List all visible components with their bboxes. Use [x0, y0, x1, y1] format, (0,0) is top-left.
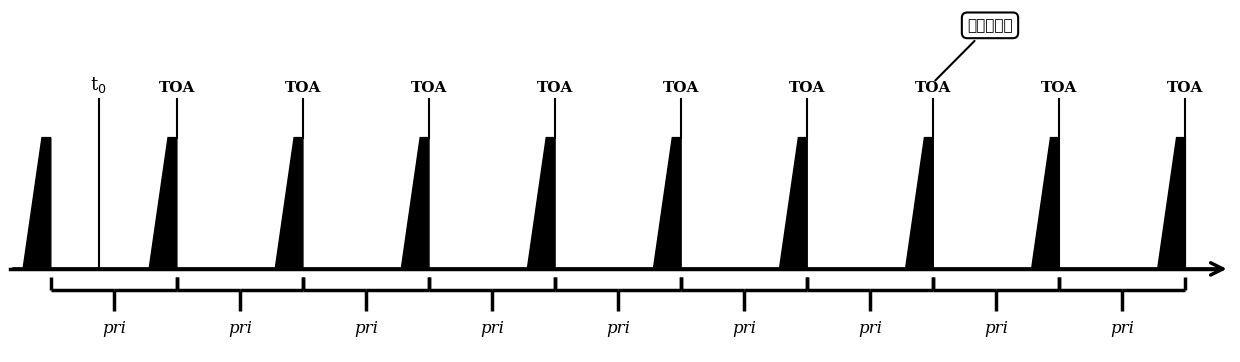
Text: TOA: TOA [1167, 81, 1204, 95]
Text: TOA: TOA [789, 81, 826, 95]
Text: TOA: TOA [285, 81, 321, 95]
Text: TOA: TOA [1042, 81, 1078, 95]
Polygon shape [1158, 138, 1185, 269]
Polygon shape [24, 138, 51, 269]
Polygon shape [149, 138, 177, 269]
Polygon shape [527, 138, 556, 269]
Text: pri: pri [606, 320, 630, 337]
Text: pri: pri [732, 320, 756, 337]
Text: pri: pri [858, 320, 882, 337]
Polygon shape [780, 138, 807, 269]
Polygon shape [653, 138, 681, 269]
Text: pri: pri [228, 320, 252, 337]
Text: TOA: TOA [159, 81, 195, 95]
Text: t$_0$: t$_0$ [91, 75, 107, 95]
Polygon shape [275, 138, 303, 269]
Text: pri: pri [1110, 320, 1135, 337]
Text: TOA: TOA [410, 81, 448, 95]
Text: 测到的脉冲: 测到的脉冲 [935, 18, 1013, 81]
Text: TOA: TOA [537, 81, 573, 95]
Text: pri: pri [353, 320, 378, 337]
Polygon shape [1032, 138, 1059, 269]
Polygon shape [402, 138, 429, 269]
Text: TOA: TOA [915, 81, 951, 95]
Text: pri: pri [480, 320, 503, 337]
Polygon shape [905, 138, 934, 269]
Text: pri: pri [102, 320, 125, 337]
Text: pri: pri [985, 320, 1008, 337]
Text: TOA: TOA [663, 81, 699, 95]
